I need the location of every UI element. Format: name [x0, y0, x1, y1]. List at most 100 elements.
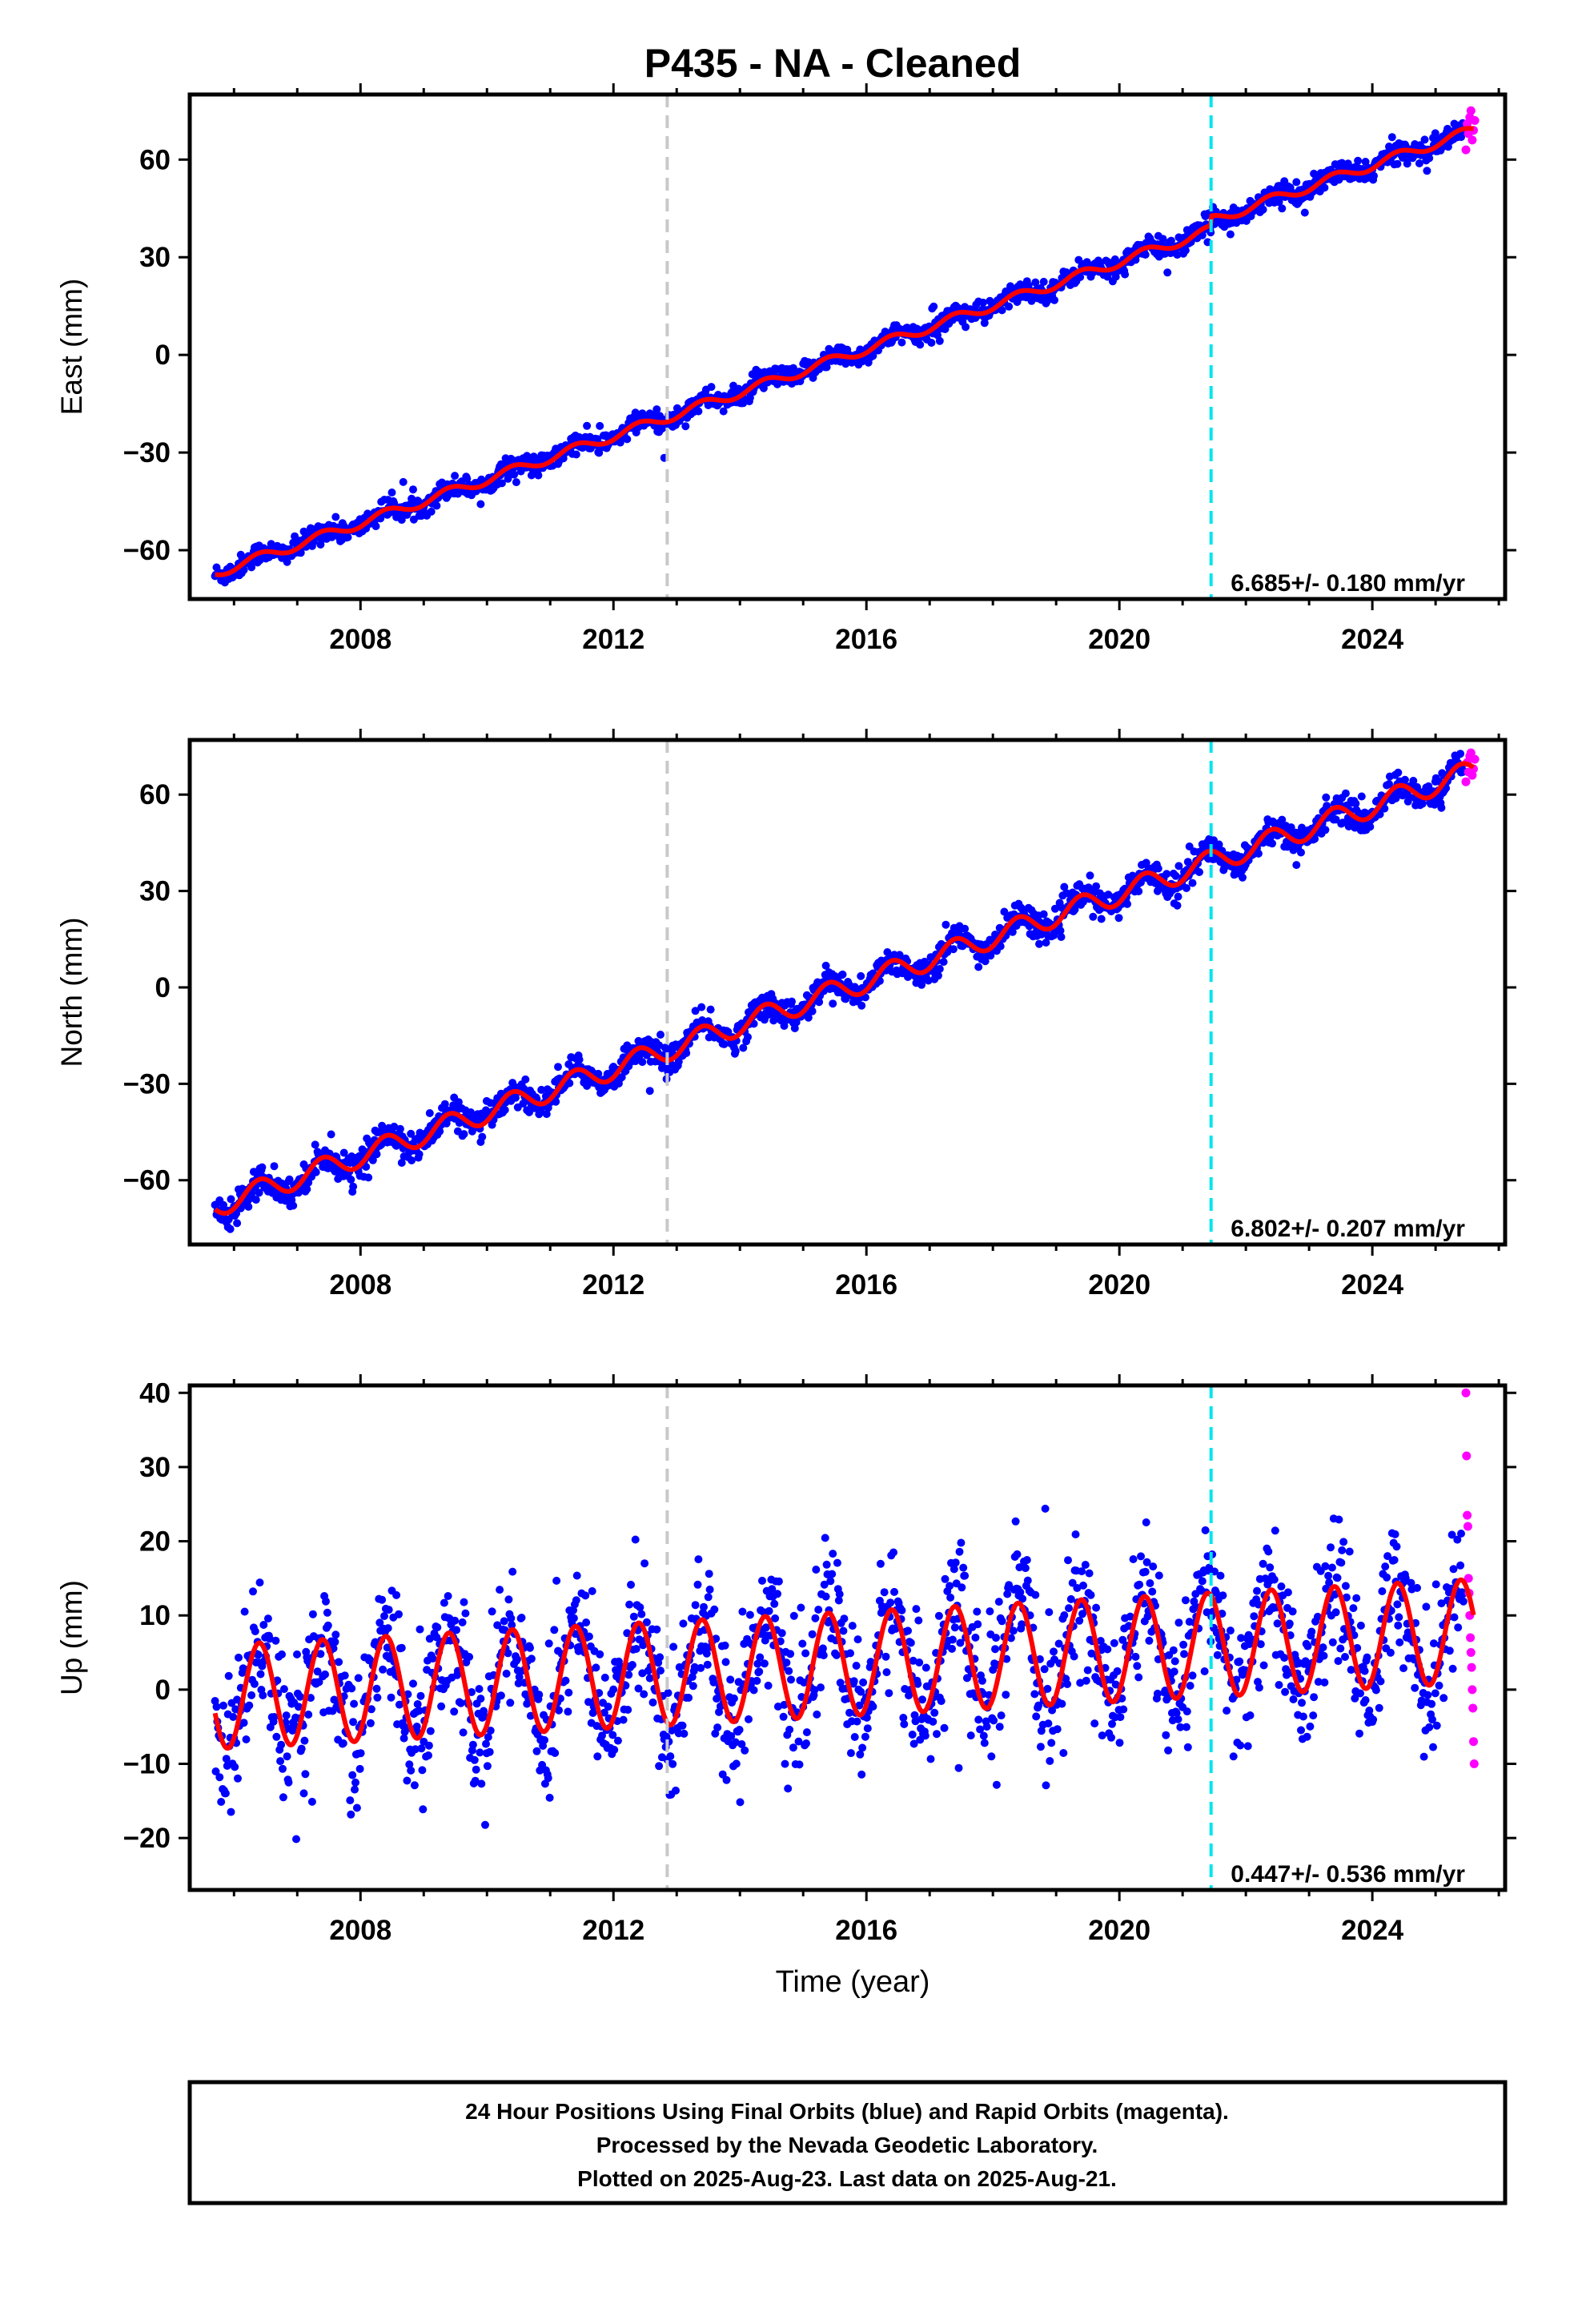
final-orbit-point — [604, 1703, 612, 1711]
final-orbit-point — [478, 1132, 487, 1141]
final-orbit-point — [1154, 1571, 1163, 1580]
final-orbit-point — [876, 1559, 885, 1568]
final-orbit-point — [706, 1005, 715, 1014]
final-orbit-point — [765, 1606, 773, 1615]
final-orbit-point — [352, 1803, 361, 1812]
final-orbit-point — [814, 1606, 823, 1614]
final-orbit-point — [383, 1624, 392, 1633]
final-orbit-point — [1226, 1626, 1235, 1635]
final-orbit-point — [610, 1746, 619, 1754]
final-orbit-point — [1333, 1574, 1342, 1582]
final-orbit-point — [362, 1163, 371, 1171]
final-orbit-point — [974, 1620, 982, 1629]
final-orbit-point — [849, 1677, 858, 1686]
x-tick-label: 2024 — [1341, 624, 1403, 655]
final-orbit-point — [1041, 1504, 1050, 1513]
final-orbit-point — [227, 1807, 235, 1816]
final-orbit-point — [705, 1570, 713, 1578]
final-orbit-point — [251, 1627, 259, 1635]
final-orbit-point — [427, 507, 436, 516]
velocity-label: 6.802+/- 0.207 mm/yr — [1231, 1216, 1465, 1242]
final-orbit-point — [1338, 1546, 1347, 1554]
final-orbit-point — [1236, 1741, 1245, 1750]
final-orbit-point — [432, 501, 441, 510]
final-orbit-point — [1239, 873, 1247, 882]
final-orbit-point — [1264, 1547, 1273, 1556]
final-orbit-point — [1307, 1627, 1316, 1636]
final-orbit-point — [1170, 1667, 1178, 1676]
final-orbit-point — [739, 1043, 748, 1052]
final-orbit-point — [850, 1733, 859, 1741]
final-orbit-point — [802, 1728, 811, 1737]
final-orbit-point — [1321, 1562, 1330, 1570]
y-tick-label: 30 — [139, 876, 171, 907]
final-orbit-point — [987, 1752, 996, 1761]
final-orbit-point — [656, 1667, 665, 1675]
final-orbit-point — [795, 1760, 804, 1769]
final-orbit-point — [948, 1644, 956, 1653]
final-orbit-point — [331, 513, 340, 521]
final-orbit-point — [957, 1538, 966, 1547]
final-orbit-point — [476, 500, 485, 509]
final-orbit-point — [994, 1598, 1003, 1606]
final-orbit-point — [669, 1642, 678, 1651]
final-orbit-point — [270, 1162, 279, 1171]
x-tick-label: 2012 — [582, 624, 644, 655]
final-orbit-point — [979, 1731, 988, 1740]
final-orbit-point — [537, 1085, 546, 1094]
final-orbit-point — [355, 1764, 364, 1773]
final-orbit-point — [829, 1550, 837, 1558]
final-orbit-point — [840, 1614, 849, 1623]
final-orbit-point — [500, 1617, 508, 1626]
final-orbit-point — [812, 1566, 821, 1574]
final-orbit-point — [835, 1590, 844, 1598]
final-orbit-point — [1235, 1657, 1244, 1666]
final-orbit-point — [1288, 1607, 1297, 1616]
final-orbit-point — [1337, 1558, 1346, 1567]
final-orbit-point — [335, 1658, 343, 1667]
final-orbit-point — [886, 1598, 895, 1607]
final-orbit-point — [785, 1725, 794, 1734]
final-orbit-point — [1336, 1644, 1345, 1653]
final-orbit-point — [231, 1763, 239, 1771]
final-orbit-point — [596, 1650, 604, 1659]
final-orbit-point — [1198, 1577, 1207, 1586]
final-orbit-point — [1145, 1636, 1154, 1645]
final-orbit-point — [691, 1601, 700, 1610]
final-orbit-point — [811, 1614, 820, 1622]
final-orbit-point — [442, 1119, 451, 1128]
final-orbit-point — [1322, 793, 1331, 802]
final-orbit-point — [271, 1636, 280, 1645]
final-orbit-point — [710, 1605, 719, 1614]
final-orbit-point — [1042, 1781, 1050, 1790]
final-orbit-point — [293, 1650, 301, 1659]
final-orbit-point — [343, 533, 352, 541]
final-orbit-point — [1259, 205, 1267, 214]
final-orbit-point — [235, 1653, 243, 1662]
final-orbit-point — [1341, 1582, 1350, 1590]
final-orbit-point — [1066, 1594, 1075, 1603]
final-orbit-point — [669, 1759, 677, 1768]
final-orbit-point — [1182, 1723, 1191, 1731]
final-orbit-point — [1180, 1650, 1188, 1659]
final-orbit-point — [933, 1730, 941, 1739]
final-orbit-point — [364, 1173, 373, 1182]
final-orbit-point — [656, 1031, 665, 1039]
final-orbit-point — [846, 1749, 855, 1758]
final-orbit-point — [1297, 848, 1305, 857]
final-orbit-point — [1292, 178, 1301, 187]
final-orbit-point — [1201, 1526, 1210, 1534]
final-orbit-point — [552, 1576, 561, 1585]
final-orbit-point — [1083, 1666, 1092, 1675]
final-orbit-point — [1174, 1618, 1183, 1627]
final-orbit-point — [857, 1770, 866, 1779]
final-orbit-point — [1361, 158, 1370, 166]
final-orbit-point — [378, 1121, 387, 1130]
final-orbit-point — [1425, 154, 1434, 163]
final-orbit-point — [1149, 1562, 1158, 1571]
final-orbit-point — [221, 1789, 230, 1798]
final-orbit-point — [1129, 1555, 1138, 1563]
final-orbit-point — [392, 1590, 401, 1599]
rapid-orbit-point — [1470, 116, 1480, 125]
final-orbit-point — [1403, 159, 1411, 168]
